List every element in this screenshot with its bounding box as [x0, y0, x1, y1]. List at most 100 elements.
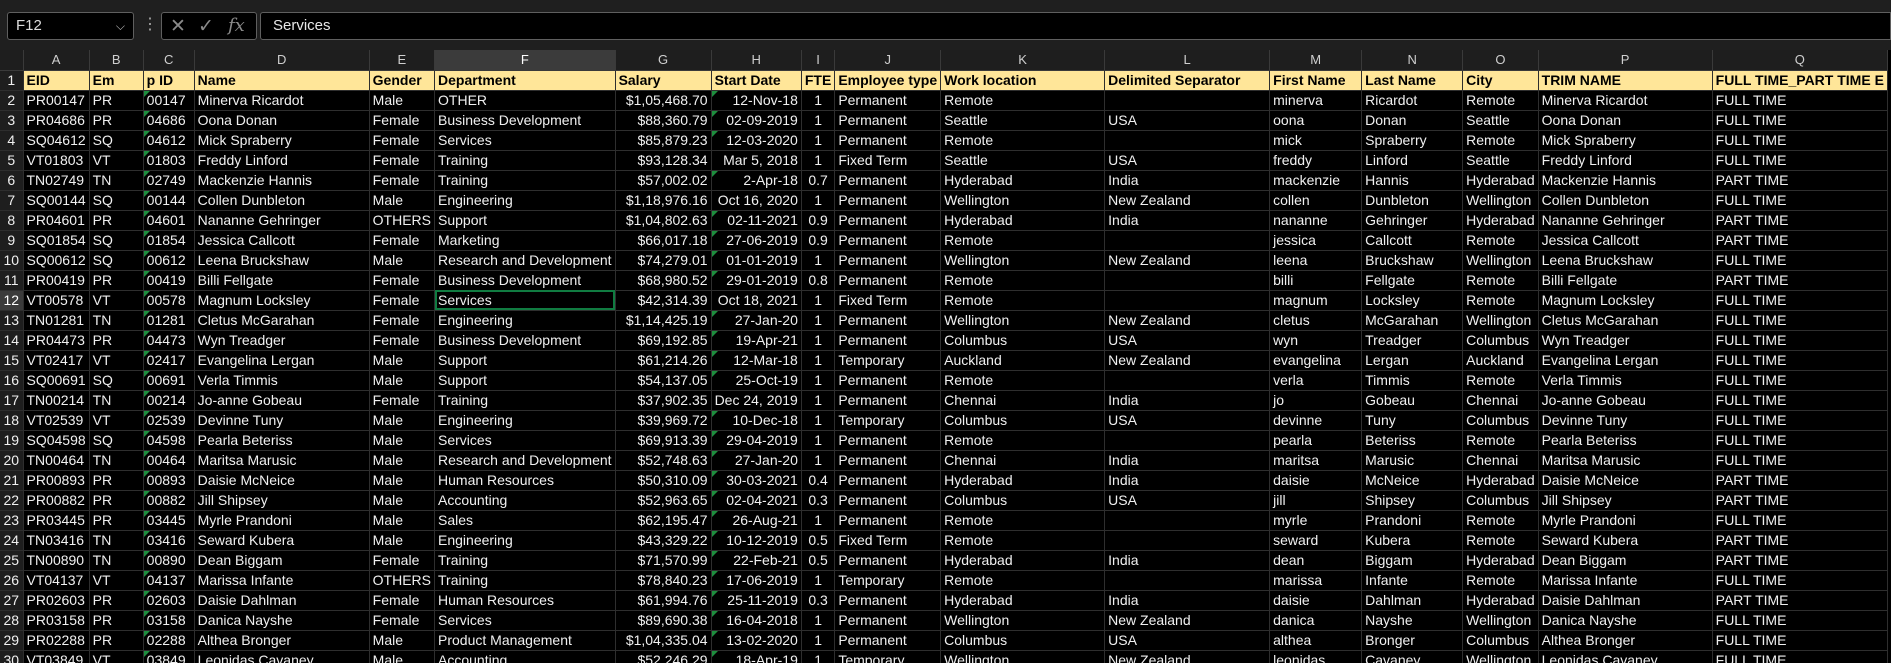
- row-header[interactable]: 15: [0, 350, 24, 371]
- cell-p21[interactable]: Daisie McNeice: [1538, 470, 1713, 491]
- cell-c15[interactable]: 02417: [143, 350, 195, 371]
- cell-o14[interactable]: Columbus: [1462, 330, 1539, 351]
- cell-b12[interactable]: VT: [89, 290, 144, 311]
- name-box[interactable]: F12 ⌵: [7, 12, 134, 40]
- cell-e20[interactable]: Male: [369, 450, 436, 471]
- cell-q29[interactable]: FULL TIME: [1712, 630, 1888, 651]
- cell-n17[interactable]: Gobeau: [1361, 390, 1464, 411]
- cell-g27[interactable]: $61,994.76: [615, 590, 712, 611]
- cell-b24[interactable]: TN: [89, 530, 144, 551]
- cell-d25[interactable]: Dean Biggam: [194, 550, 370, 571]
- cell-m20[interactable]: maritsa: [1269, 450, 1363, 471]
- cell-c13[interactable]: 01281: [143, 310, 195, 331]
- row-header[interactable]: 22: [0, 490, 24, 511]
- cell-g9[interactable]: $66,017.18: [615, 230, 712, 251]
- cell-i6[interactable]: 0.7: [801, 170, 836, 191]
- cell-o4[interactable]: Remote: [1462, 130, 1539, 151]
- cell-m19[interactable]: pearla: [1269, 430, 1363, 451]
- cell-k17[interactable]: Chennai: [940, 390, 1106, 411]
- column-header-c[interactable]: C: [143, 50, 195, 71]
- cell-n27[interactable]: Dahlman: [1361, 590, 1464, 611]
- cell-q26[interactable]: FULL TIME: [1712, 570, 1888, 591]
- cell-h24[interactable]: 10-12-2019: [711, 530, 802, 551]
- cell-g7[interactable]: $1,18,976.16: [615, 190, 712, 211]
- row-header[interactable]: 7: [0, 190, 24, 211]
- column-header-a[interactable]: A: [23, 50, 90, 71]
- cell-f17[interactable]: Training: [434, 390, 616, 411]
- column-header-h[interactable]: H: [711, 50, 802, 71]
- row-header[interactable]: 12: [0, 290, 24, 311]
- cell-b27[interactable]: PR: [89, 590, 144, 611]
- cell-p27[interactable]: Daisie Dahlman: [1538, 590, 1713, 611]
- cell-m14[interactable]: wyn: [1269, 330, 1363, 351]
- cell-l29[interactable]: USA: [1104, 630, 1271, 651]
- cell-p12[interactable]: Magnum Locksley: [1538, 290, 1713, 311]
- cell-p25[interactable]: Dean Biggam: [1538, 550, 1713, 571]
- row-header[interactable]: 3: [0, 110, 24, 131]
- cell-e24[interactable]: Male: [369, 530, 436, 551]
- cell-c16[interactable]: 00691: [143, 370, 195, 391]
- cell-c1[interactable]: p ID: [143, 70, 195, 91]
- cell-k22[interactable]: Columbus: [940, 490, 1106, 511]
- cell-q5[interactable]: FULL TIME: [1712, 150, 1888, 171]
- cell-q13[interactable]: FULL TIME: [1712, 310, 1888, 331]
- cell-k6[interactable]: Hyderabad: [940, 170, 1106, 191]
- cell-a19[interactable]: SQ04598: [23, 430, 90, 451]
- cell-m16[interactable]: verla: [1269, 370, 1363, 391]
- cell-d23[interactable]: Myrle Prandoni: [194, 510, 370, 531]
- cell-i20[interactable]: 1: [801, 450, 836, 471]
- cell-e29[interactable]: Male: [369, 630, 436, 651]
- cell-f13[interactable]: Engineering: [434, 310, 616, 331]
- cell-p24[interactable]: Seward Kubera: [1538, 530, 1713, 551]
- column-header-i[interactable]: I: [801, 50, 836, 71]
- cell-p17[interactable]: Jo-anne Gobeau: [1538, 390, 1713, 411]
- cell-n9[interactable]: Callcott: [1361, 230, 1464, 251]
- cell-e4[interactable]: Female: [369, 130, 436, 151]
- cell-d18[interactable]: Devinne Tuny: [194, 410, 370, 431]
- cell-o12[interactable]: Remote: [1462, 290, 1539, 311]
- cell-g26[interactable]: $78,840.23: [615, 570, 712, 591]
- cell-d2[interactable]: Minerva Ricardot: [194, 90, 370, 111]
- cell-l10[interactable]: New Zealand: [1104, 250, 1271, 271]
- cell-a12[interactable]: VT00578: [23, 290, 90, 311]
- cell-i15[interactable]: 1: [801, 350, 836, 371]
- cell-l27[interactable]: India: [1104, 590, 1271, 611]
- cell-m21[interactable]: daisie: [1269, 470, 1363, 491]
- cell-f18[interactable]: Engineering: [434, 410, 616, 431]
- row-header[interactable]: 19: [0, 430, 24, 451]
- cell-b20[interactable]: TN: [89, 450, 144, 471]
- cell-i27[interactable]: 0.3: [801, 590, 836, 611]
- cell-g14[interactable]: $69,192.85: [615, 330, 712, 351]
- cell-q25[interactable]: PART TIME: [1712, 550, 1888, 571]
- cell-l17[interactable]: India: [1104, 390, 1271, 411]
- cell-m23[interactable]: myrle: [1269, 510, 1363, 531]
- cell-a16[interactable]: SQ00691: [23, 370, 90, 391]
- cell-f25[interactable]: Training: [434, 550, 616, 571]
- cell-k9[interactable]: Remote: [940, 230, 1106, 251]
- cell-d28[interactable]: Danica Nayshe: [194, 610, 370, 631]
- cell-m12[interactable]: magnum: [1269, 290, 1363, 311]
- cell-e19[interactable]: Male: [369, 430, 436, 451]
- column-header-b[interactable]: B: [89, 50, 144, 71]
- cell-j12[interactable]: Fixed Term: [834, 290, 942, 311]
- row-header[interactable]: 23: [0, 510, 24, 531]
- cell-m3[interactable]: oona: [1269, 110, 1363, 131]
- cell-n12[interactable]: Locksley: [1361, 290, 1464, 311]
- cell-n22[interactable]: Shipsey: [1361, 490, 1464, 511]
- cell-h13[interactable]: 27-Jan-20: [711, 310, 802, 331]
- cell-a28[interactable]: PR03158: [23, 610, 90, 631]
- column-header-n[interactable]: N: [1361, 50, 1464, 71]
- cell-h25[interactable]: 22-Feb-21: [711, 550, 802, 571]
- cell-g28[interactable]: $89,690.38: [615, 610, 712, 631]
- cell-i19[interactable]: 1: [801, 430, 836, 451]
- cell-e22[interactable]: Male: [369, 490, 436, 511]
- cell-g18[interactable]: $39,969.72: [615, 410, 712, 431]
- cell-a22[interactable]: PR00882: [23, 490, 90, 511]
- row-header[interactable]: 4: [0, 130, 24, 151]
- cell-k24[interactable]: Remote: [940, 530, 1106, 551]
- cell-d3[interactable]: Oona Donan: [194, 110, 370, 131]
- row-header[interactable]: 5: [0, 150, 24, 171]
- cell-g16[interactable]: $54,137.05: [615, 370, 712, 391]
- cell-q8[interactable]: PART TIME: [1712, 210, 1888, 231]
- cell-a6[interactable]: TN02749: [23, 170, 90, 191]
